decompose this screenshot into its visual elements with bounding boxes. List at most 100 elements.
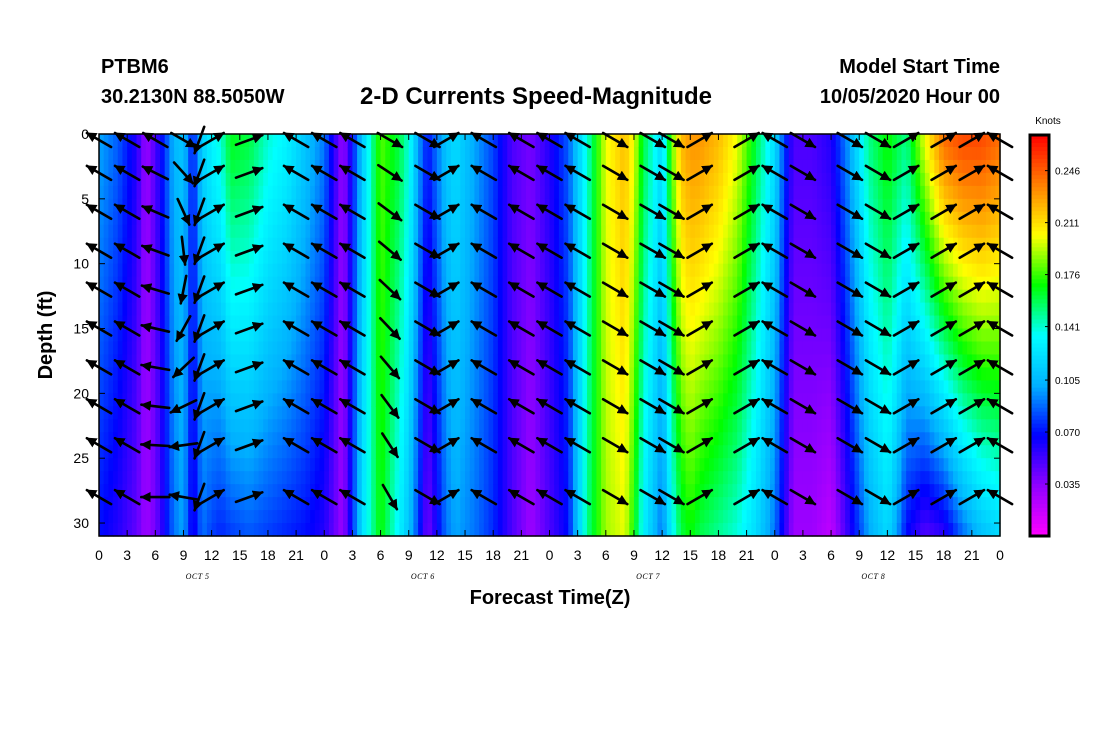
heat-cell: [450, 172, 457, 187]
heat-cell: [530, 276, 537, 291]
heat-cell: [680, 224, 687, 239]
heat-cell: [727, 315, 734, 330]
heat-cell: [263, 315, 269, 330]
heat-cell: [770, 224, 776, 239]
heat-cell: [122, 289, 128, 304]
heat-cell: [408, 406, 415, 420]
heat-cell: [131, 159, 138, 174]
heat-cell: [591, 134, 598, 148]
heat-cell: [718, 406, 724, 420]
heat-cell: [441, 276, 447, 291]
heat-cell: [718, 276, 724, 291]
heat-cell: [798, 445, 804, 459]
heat-cell: [136, 458, 142, 472]
heat-cell: [657, 380, 663, 394]
heat-cell: [610, 315, 616, 330]
heat-cell: [483, 445, 490, 459]
heat-cell: [418, 393, 424, 407]
heat-cell: [113, 523, 119, 537]
heat-cell: [521, 198, 527, 213]
heat-cell: [793, 523, 799, 537]
heat-cell: [723, 134, 729, 148]
heat-cell: [549, 523, 555, 537]
heat-cell: [427, 484, 433, 498]
heat-cell: [488, 172, 494, 187]
heat-cell: [751, 224, 757, 239]
heat-cell: [441, 198, 447, 213]
heat-cell: [422, 134, 429, 148]
heat-cell: [136, 237, 142, 252]
heat-cell: [408, 497, 415, 511]
heat-cell: [174, 523, 180, 537]
heat-cell: [605, 328, 612, 343]
heat-cell: [807, 458, 813, 472]
heat-cell: [352, 172, 358, 187]
heat-cell: [371, 146, 377, 161]
heat-cell: [235, 302, 241, 317]
heat-cell: [502, 484, 508, 498]
heat-cell: [704, 523, 710, 537]
heat-cell: [549, 510, 555, 524]
heat-cell: [310, 471, 316, 485]
heat-cell: [460, 471, 466, 485]
heat-cell: [103, 315, 109, 330]
heat-cell: [99, 458, 105, 472]
heat-cell: [521, 484, 527, 498]
heat-cell: [648, 224, 654, 239]
heat-cell: [277, 185, 283, 200]
heat-cell: [633, 367, 640, 381]
heat-cell: [404, 263, 410, 278]
heat-cell: [507, 341, 513, 356]
heat-cell: [732, 224, 738, 239]
heat-cell: [840, 471, 846, 485]
heat-cell: [596, 237, 602, 252]
heat-cell: [343, 172, 349, 187]
heat-cell: [300, 185, 307, 200]
heat-cell: [774, 341, 781, 356]
heat-cell: [441, 484, 447, 498]
heat-cell: [272, 328, 278, 343]
heat-cell: [263, 276, 269, 291]
heat-cell: [375, 172, 382, 187]
heat-cell: [643, 471, 649, 485]
heat-cell: [99, 289, 105, 304]
heat-cell: [610, 302, 616, 317]
heat-cell: [483, 458, 490, 472]
heat-cell: [361, 354, 368, 369]
heat-cell: [746, 367, 752, 381]
heat-cell: [648, 185, 654, 200]
heat-cell: [741, 458, 748, 472]
heat-cell: [460, 146, 466, 161]
heat-cell: [497, 263, 504, 278]
heat-cell: [469, 134, 476, 148]
heat-cell: [230, 328, 236, 343]
heat-cell: [371, 302, 377, 317]
heat-cell: [713, 224, 720, 239]
heat-cell: [535, 146, 541, 161]
heat-cell: [760, 471, 766, 485]
heat-cell: [709, 445, 715, 459]
heat-cell: [694, 250, 701, 265]
heat-cell: [221, 458, 227, 472]
heat-cell: [282, 134, 288, 148]
heat-cell: [554, 172, 560, 187]
heat-cell: [296, 276, 302, 291]
heat-cell: [319, 419, 325, 433]
heat-cell: [540, 497, 546, 511]
heat-cell: [826, 302, 832, 317]
heat-cell: [357, 510, 363, 524]
heat-cell: [633, 134, 640, 148]
heat-cell: [737, 367, 743, 381]
heat-cell: [826, 458, 832, 472]
heat-cell: [788, 341, 795, 356]
heat-cell: [474, 302, 480, 317]
heat-cell: [99, 393, 105, 407]
heat-cell: [427, 419, 433, 433]
heat-cell: [633, 289, 640, 304]
heat-cell: [521, 159, 527, 174]
heat-cell: [460, 172, 466, 187]
heat-cell: [225, 237, 231, 252]
heat-cell: [399, 250, 405, 265]
heat-cell: [582, 302, 588, 317]
heat-cell: [399, 146, 405, 161]
